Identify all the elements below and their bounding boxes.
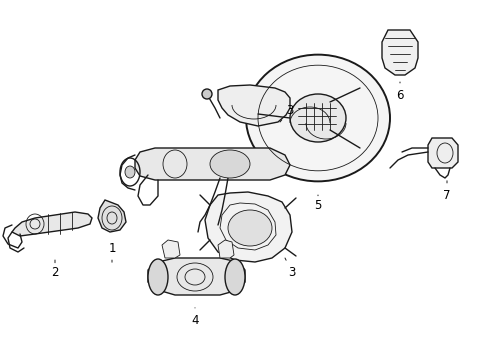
Polygon shape <box>205 192 292 262</box>
Ellipse shape <box>148 259 168 295</box>
Ellipse shape <box>210 150 250 178</box>
Text: 3: 3 <box>280 104 294 122</box>
Ellipse shape <box>202 89 212 99</box>
Text: 5: 5 <box>314 195 322 212</box>
Text: 4: 4 <box>191 308 199 327</box>
Polygon shape <box>218 240 234 258</box>
Polygon shape <box>162 240 180 258</box>
Text: 6: 6 <box>396 82 404 102</box>
Polygon shape <box>98 200 126 232</box>
Ellipse shape <box>225 259 245 295</box>
Ellipse shape <box>125 166 135 178</box>
Ellipse shape <box>290 94 346 142</box>
Polygon shape <box>218 85 290 126</box>
Polygon shape <box>382 30 418 75</box>
Polygon shape <box>148 258 245 295</box>
Ellipse shape <box>228 210 272 246</box>
Text: 3: 3 <box>285 258 295 279</box>
Text: 2: 2 <box>51 260 59 279</box>
Polygon shape <box>135 148 290 180</box>
Text: 7: 7 <box>443 181 451 202</box>
Polygon shape <box>428 138 458 168</box>
Text: 1: 1 <box>108 242 116 262</box>
Ellipse shape <box>246 55 390 181</box>
Polygon shape <box>12 212 92 236</box>
